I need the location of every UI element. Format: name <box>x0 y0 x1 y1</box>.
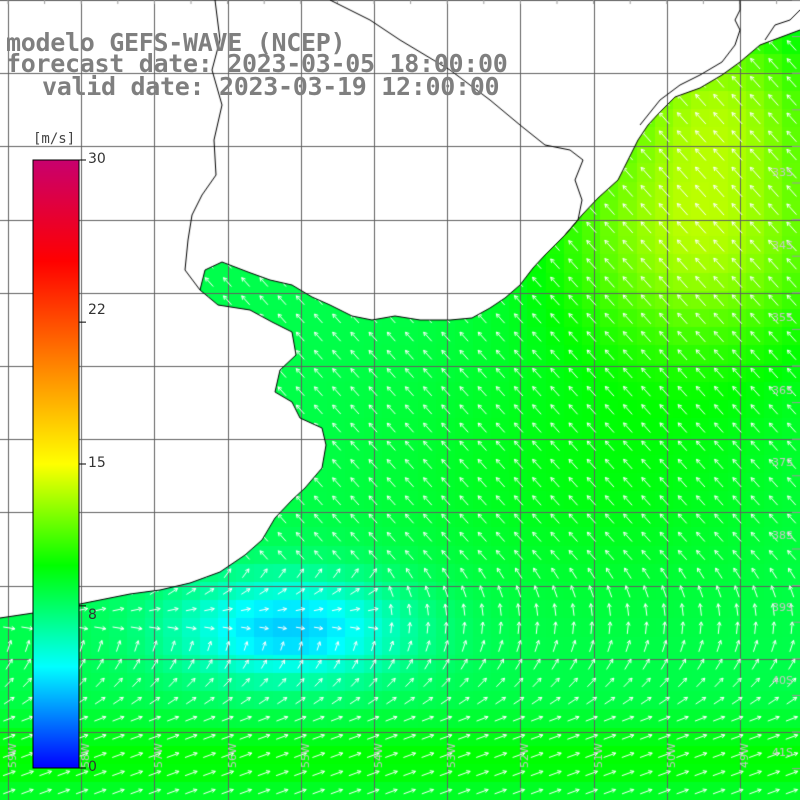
colorbar-tick-22: 22 <box>88 302 106 318</box>
colorbar <box>32 159 86 769</box>
colorbar-tick-8: 8 <box>88 607 97 623</box>
colorbar-tick-15: 15 <box>88 455 106 471</box>
model-title: modelo GEFS-WAVE (NCEP) <box>6 28 346 57</box>
forecast-date: forecast date: 2023-03-05 18:00:00 <box>6 49 508 78</box>
colorbar-unit: [m/s] <box>33 131 76 147</box>
colorbar-tick-30: 30 <box>88 151 106 167</box>
valid-date: valid date: 2023-03-19 12:00:00 <box>42 72 500 101</box>
colorbar-gradient <box>32 159 80 769</box>
colorbar-tick-0: 0 <box>88 759 97 775</box>
